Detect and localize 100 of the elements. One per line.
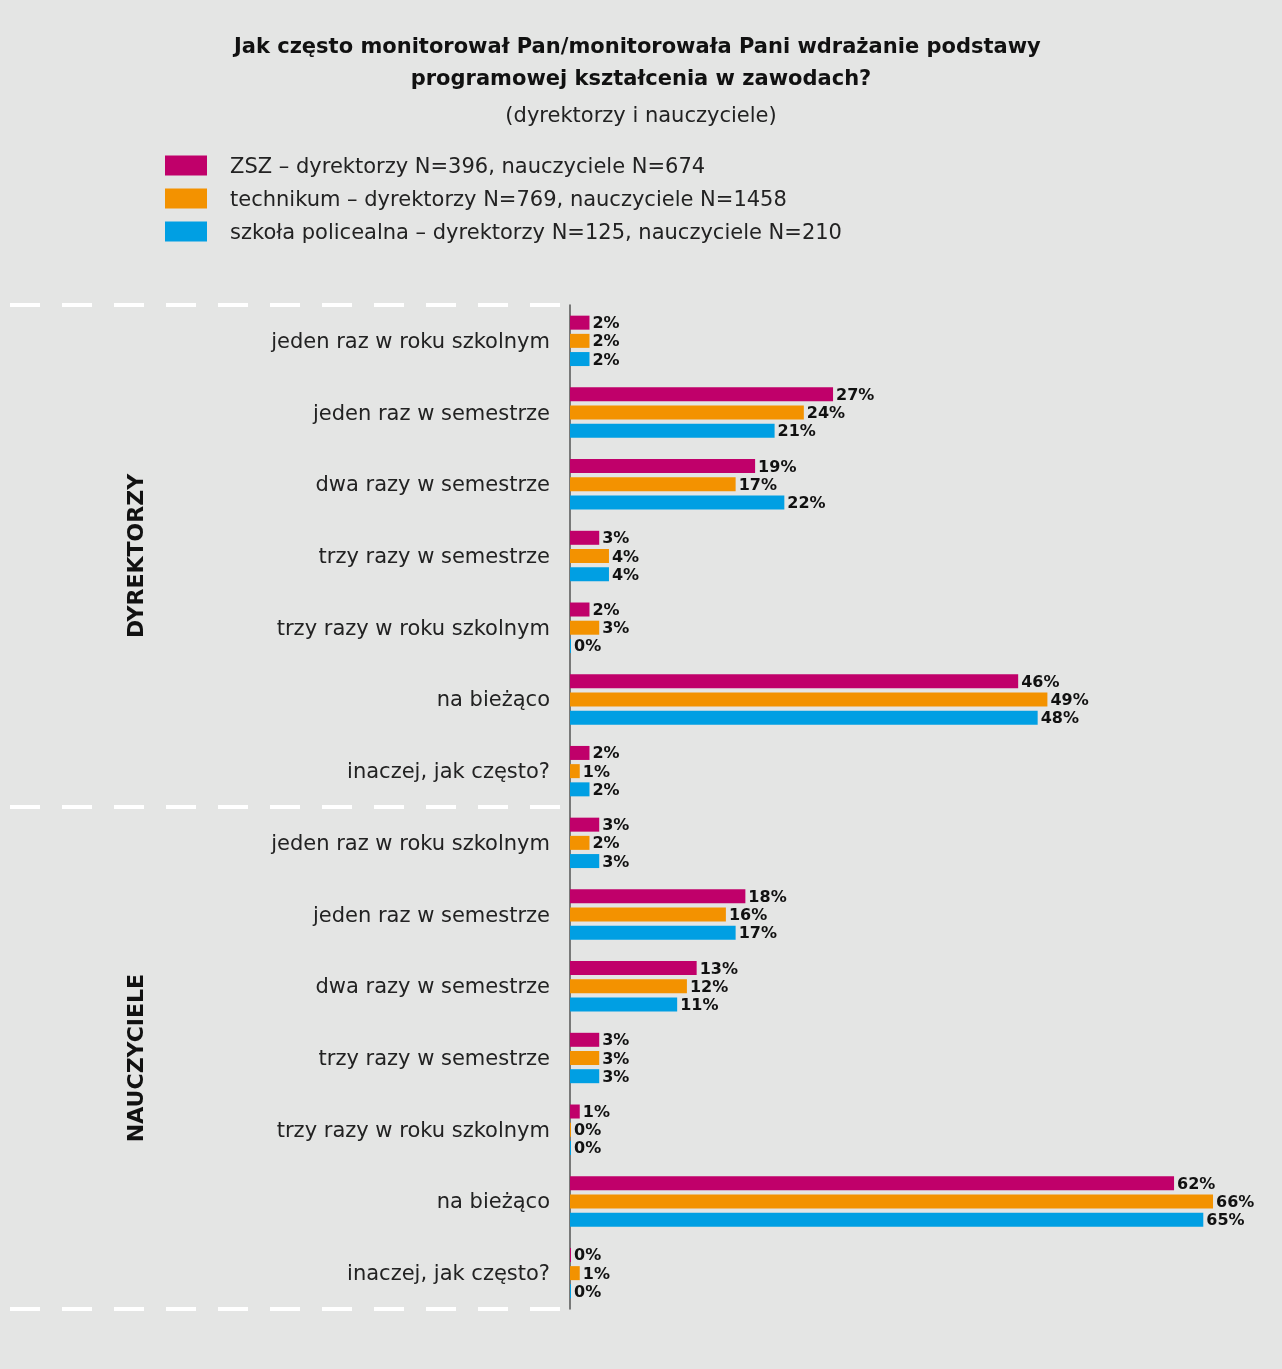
bar — [570, 979, 687, 994]
y-tick-label: inaczej, jak często? — [347, 759, 550, 784]
data-label: 3% — [602, 1048, 630, 1068]
y-tick-label: jeden raz w semestrze — [311, 902, 550, 927]
bar — [570, 620, 600, 635]
data-label: 0% — [574, 1281, 602, 1301]
bar — [570, 387, 834, 402]
data-label: 49% — [1050, 689, 1089, 709]
bar — [570, 710, 1038, 725]
data-label: 2% — [592, 779, 620, 799]
data-label: 1% — [582, 1102, 610, 1122]
y-tick-label: inaczej, jak często? — [347, 1261, 550, 1286]
bar — [570, 764, 580, 779]
data-label: 0% — [574, 1245, 602, 1265]
y-tick-label: jeden raz w roku szkolnym — [270, 830, 550, 855]
bar — [570, 567, 609, 582]
data-label: 2% — [592, 349, 620, 369]
bar — [570, 602, 590, 617]
bar — [570, 405, 804, 420]
y-tick-label: na bieżąco — [436, 687, 550, 712]
data-label: 17% — [738, 474, 777, 494]
bar — [570, 495, 785, 510]
data-label: 13% — [699, 958, 738, 978]
data-label: 62% — [1177, 1173, 1216, 1193]
y-tick-label: jeden raz w semestrze — [311, 400, 550, 425]
data-label: 3% — [602, 1066, 630, 1086]
bar — [570, 352, 590, 367]
bar — [570, 549, 609, 563]
data-label: 2% — [592, 833, 620, 853]
data-label: 11% — [680, 994, 719, 1014]
data-label: 3% — [602, 815, 630, 835]
bar — [570, 889, 746, 904]
text: NAUCZYCIELE — [122, 973, 148, 1143]
bar — [570, 1176, 1175, 1191]
y-tick-label: na bieżąco — [436, 1189, 550, 1214]
data-label: 3% — [602, 851, 630, 871]
data-label: 1% — [582, 1263, 610, 1283]
bar — [570, 1194, 1214, 1209]
data-label: 0% — [574, 636, 602, 656]
data-label: 1% — [582, 761, 610, 781]
bar — [570, 782, 590, 797]
bar — [570, 925, 736, 940]
bar — [570, 817, 600, 832]
data-label: 21% — [777, 421, 816, 441]
bar — [570, 835, 590, 850]
data-label: 3% — [602, 618, 630, 638]
data-label: 48% — [1040, 708, 1079, 728]
text: DYREKTORZY — [122, 472, 148, 639]
y-tick-label: jeden raz w roku szkolnym — [270, 328, 550, 353]
data-label: 4% — [611, 564, 640, 584]
bar — [570, 530, 600, 545]
chart-subtitle: (dyrektorzy i nauczyciele) — [505, 102, 777, 127]
data-label: 4% — [611, 546, 640, 566]
bar — [570, 315, 590, 330]
y-tick-label: trzy razy w roku szkolnym — [276, 1117, 550, 1142]
data-label: 19% — [758, 456, 797, 476]
bar — [570, 1051, 600, 1065]
data-label: 2% — [592, 600, 620, 620]
bar — [570, 333, 590, 348]
data-label: 3% — [602, 528, 630, 548]
y-tick-label: trzy razy w semestrze — [318, 544, 550, 568]
bar — [570, 692, 1048, 707]
y-tick-label: dwa razy w semestrze — [315, 974, 550, 999]
data-label: 3% — [602, 1030, 630, 1050]
bar — [570, 477, 736, 492]
bar — [570, 907, 726, 922]
bar — [570, 997, 678, 1012]
data-label: 18% — [748, 886, 787, 906]
bar — [570, 854, 600, 869]
y-tick-label: trzy razy w semestrze — [318, 1046, 550, 1070]
data-label: 12% — [689, 976, 729, 996]
bar — [570, 459, 756, 474]
data-label: 66% — [1216, 1191, 1255, 1211]
data-label: 27% — [836, 384, 875, 404]
data-label: 2% — [592, 313, 620, 333]
bar — [570, 745, 590, 760]
data-label: 65% — [1206, 1210, 1245, 1230]
bar — [570, 961, 697, 976]
data-label: 46% — [1021, 671, 1060, 691]
bar — [570, 1266, 580, 1281]
bar — [570, 1212, 1204, 1227]
data-label: 24% — [806, 403, 846, 423]
bar — [570, 1069, 600, 1084]
legend-label: ZSZ – dyrektorzy N=396, nauczyciele N=674 — [230, 153, 706, 178]
y-tick-label: trzy razy w roku szkolnym — [276, 615, 550, 640]
data-label: 17% — [738, 923, 777, 943]
data-label: 0% — [574, 1120, 602, 1140]
legend-label: szkoła policealna – dyrektorzy N=125, nauczyciele N=210 — [230, 219, 842, 244]
data-label: 0% — [574, 1138, 602, 1158]
bar — [570, 423, 775, 438]
data-label: 22% — [787, 492, 826, 512]
data-label: 16% — [728, 905, 768, 925]
bar — [570, 1032, 600, 1047]
y-tick-label: dwa razy w semestrze — [315, 472, 550, 497]
bar — [570, 1104, 580, 1119]
data-label: 2% — [592, 743, 620, 763]
legend-label: technikum – dyrektorzy N=769, nauczyciele N=1458 — [230, 186, 787, 211]
bar — [570, 674, 1019, 689]
chart-title: Jak często monitorował Pan/monitorowała Pani wdrażanie podstawy programowej kształcenia w zawodach? — [231, 34, 1049, 90]
data-label: 2% — [592, 331, 620, 351]
